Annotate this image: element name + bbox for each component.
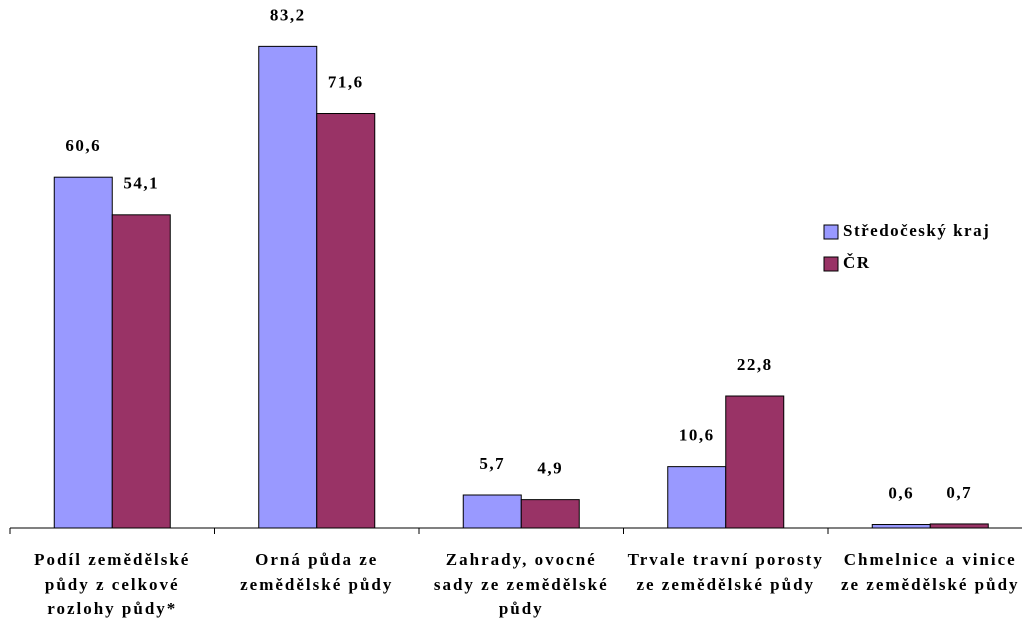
bar [111, 214, 171, 529]
value-label: 60,6 [65, 136, 101, 155]
bar [316, 113, 376, 529]
value-label: 71,6 [328, 72, 364, 91]
bar [871, 524, 931, 529]
bar [53, 176, 113, 529]
legend-swatch [823, 256, 839, 272]
value-label: 54,1 [123, 174, 159, 193]
x-label-box: Chmelnice a vinice ze zemědělské půdy [840, 550, 1020, 594]
x-tick-label: Chmelnice a vinice ze zemědělské půdy [840, 550, 1020, 594]
bar [258, 45, 318, 529]
x-tick-label: Zahrady, ovocné sady ze zemědělské půdy [433, 550, 609, 618]
bar [667, 466, 727, 529]
x-label-box: Zahrady, ovocné sady ze zemědělské půdy [433, 550, 609, 618]
legend-swatch [823, 224, 839, 240]
value-label: 4,9 [537, 459, 563, 478]
value-label: 83,2 [270, 5, 306, 24]
x-tick-label: Orná půda ze zemědělské půdy [240, 550, 394, 594]
legend-label: ČR [843, 253, 871, 272]
x-label-box: Podíl zemědělské půdy z celkové rozlohy … [34, 550, 191, 618]
bar [520, 499, 580, 529]
x-label-box: Orná půda ze zemědělské půdy [240, 550, 394, 594]
value-label: 10,6 [679, 426, 715, 445]
value-label: 22,8 [737, 355, 773, 374]
x-label-box: Trvale travní porosty ze zemědělské půdy [627, 550, 824, 594]
bar [929, 523, 989, 529]
x-tick-label: Trvale travní porosty ze zemědělské půdy [627, 550, 824, 594]
bar [725, 395, 785, 529]
value-label: 5,7 [479, 454, 505, 473]
legend-label: Středočeský kraj [843, 221, 990, 240]
value-label: 0,7 [946, 483, 972, 502]
x-tick-label: Podíl zemědělské půdy z celkové rozlohy … [34, 550, 191, 618]
value-label: 0,6 [888, 483, 914, 502]
bar [462, 494, 522, 529]
